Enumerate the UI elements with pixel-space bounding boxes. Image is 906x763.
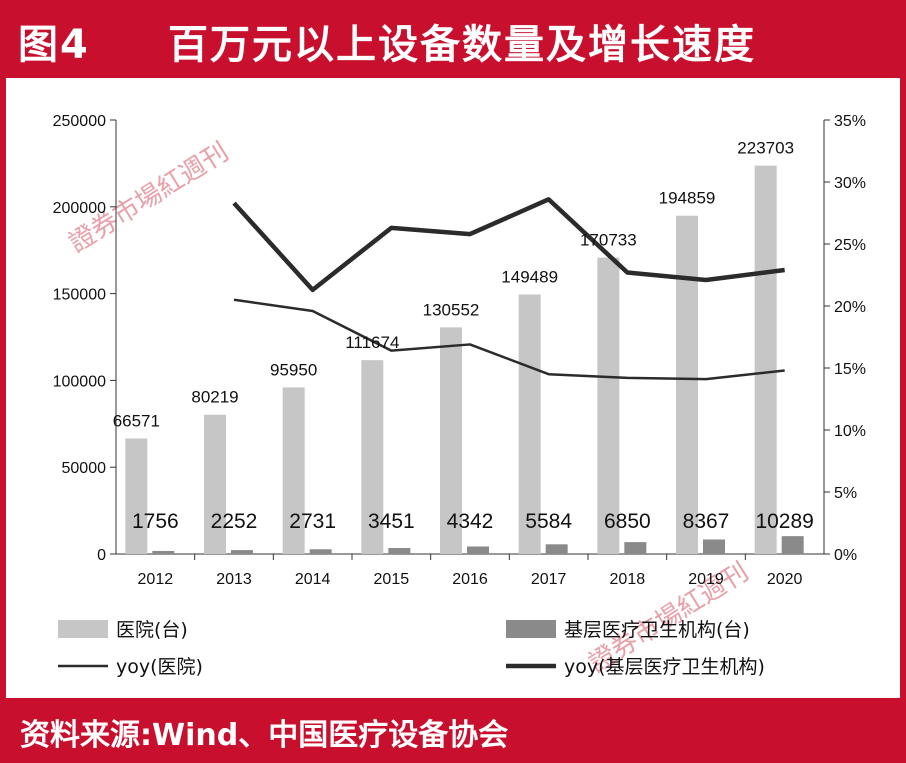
figure-title: 百万元以上设备数量及增长速度 [168, 22, 756, 68]
source-note: 资料来源:Wind、中国医疗设备协会 [20, 718, 509, 753]
hospital-data-label: 223703 [737, 139, 794, 158]
hospital-bar [676, 215, 698, 554]
hospital-data-label: 149489 [501, 267, 558, 286]
x-tick-label: 2017 [531, 571, 567, 588]
left-tick-label: 0 [97, 547, 106, 564]
x-tick-label: 2016 [452, 571, 488, 588]
x-tick-label: 2019 [688, 571, 724, 588]
primary-care-data-label: 1756 [132, 510, 179, 533]
hospital-data-label: 130552 [423, 300, 480, 319]
hospital-data-label: 95950 [270, 360, 317, 379]
hospital-data-label: 194859 [659, 189, 716, 208]
primary-care-data-label: 5584 [525, 510, 572, 533]
legend-label-primary-care: 基层医疗卫生机构(台) [564, 619, 750, 641]
right-tick-label: 15% [834, 361, 866, 378]
hospital-bar [440, 327, 462, 554]
right-tick-label: 20% [834, 299, 866, 316]
x-tick-label: 2020 [767, 571, 803, 588]
primary-care-data-label: 3451 [368, 510, 415, 533]
lines [232, 197, 785, 381]
primary-care-bar [781, 536, 804, 554]
primary-care-bar [467, 546, 489, 554]
primary-care-data-label: 6850 [604, 510, 651, 533]
primary-care-data-label: 4342 [447, 510, 494, 533]
primary-care-bar [624, 542, 647, 554]
x-tick-label: 2013 [216, 571, 252, 588]
hospital-data-label: 170733 [580, 231, 637, 250]
hospital-bar [204, 414, 226, 554]
right-tick-label: 5% [834, 485, 857, 502]
primary-care-bar [703, 539, 725, 554]
bars [125, 165, 804, 554]
legend: 医院(台) 基层医疗卫生机构(台) yoy(医院) yoy(基层医疗卫生机构) [58, 619, 765, 678]
yoy-hospital-line [233, 298, 785, 381]
watermarks: 證券市場紅週刊 證券市場紅週刊 [64, 137, 754, 679]
right-tick-label: 35% [834, 113, 866, 130]
hospital-bar [361, 360, 384, 554]
right-tick-label: 30% [834, 175, 866, 192]
hospital-data-label: 80219 [191, 388, 238, 407]
hospital-bar [597, 257, 620, 554]
hospital-bar [282, 387, 305, 554]
right-tick-label: 0% [834, 547, 857, 564]
x-tick-label: 2018 [610, 571, 646, 588]
primary-care-bar [388, 548, 411, 554]
chart-panel: 證券市場紅週刊 證券市場紅週刊 0 50000 100000 150000 200000… [6, 78, 900, 698]
legend-label-yoy-primary-care: yoy(基层医疗卫生机构) [564, 656, 765, 678]
primary-care-bar [545, 544, 568, 554]
legend-label-hospital: 医院(台) [116, 619, 188, 641]
primary-care-bar [152, 550, 175, 554]
left-tick-label: 150000 [53, 287, 106, 304]
right-tick-label: 25% [834, 237, 866, 254]
primary-care-bar [309, 549, 332, 554]
legend-swatch-hospital [58, 620, 108, 638]
left-tick-label: 100000 [53, 373, 106, 390]
left-tick-label: 200000 [53, 200, 106, 217]
yoy-primary-care-line [232, 197, 785, 293]
figure-number: 图4 [18, 22, 90, 68]
footer: 资料来源:Wind、中国医疗设备协会 [0, 700, 906, 763]
x-tick-label: 2012 [138, 571, 174, 588]
legend-label-yoy-hospital: yoy(医院) [116, 656, 203, 678]
primary-care-data-label: 2731 [289, 510, 336, 533]
title-bar: 图4 百万元以上设备数量及增长速度 [0, 0, 906, 76]
data-labels: 66571 1756 80219 2252 95950 2731 111674 3451 130… [113, 139, 814, 533]
hospital-bar [518, 294, 541, 554]
primary-care-data-label: 8367 [683, 510, 730, 533]
left-tick-label: 250000 [53, 113, 106, 130]
right-tick-label: 10% [834, 423, 866, 440]
hospital-data-label: 111674 [345, 333, 399, 352]
x-tick-label: 2015 [374, 571, 410, 588]
hospital-bar [125, 438, 148, 554]
chart-svg: 證券市場紅週刊 證券市場紅週刊 0 50000 100000 150000 200000… [53, 113, 866, 679]
legend-swatch-primary-care [506, 620, 556, 638]
primary-care-data-label: 10289 [755, 510, 813, 533]
primary-care-data-label: 2252 [211, 510, 258, 533]
hospital-data-label: 66571 [113, 411, 160, 430]
left-tick-label: 50000 [62, 460, 107, 477]
primary-care-bar [231, 550, 253, 554]
x-tick-label: 2014 [295, 571, 331, 588]
hospital-bar [754, 165, 777, 554]
watermark-top: 證券市場紅週刊 [64, 137, 234, 259]
